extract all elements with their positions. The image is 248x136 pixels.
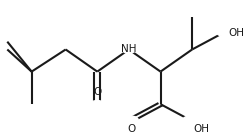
Text: O: O [127, 124, 135, 134]
Circle shape [183, 116, 196, 123]
Circle shape [91, 101, 104, 108]
Circle shape [122, 46, 136, 53]
Circle shape [124, 116, 138, 123]
Text: OH: OH [194, 124, 210, 134]
Text: O: O [93, 87, 101, 97]
Circle shape [217, 29, 231, 36]
Text: OH: OH [228, 28, 244, 38]
Text: NH: NH [121, 44, 137, 55]
